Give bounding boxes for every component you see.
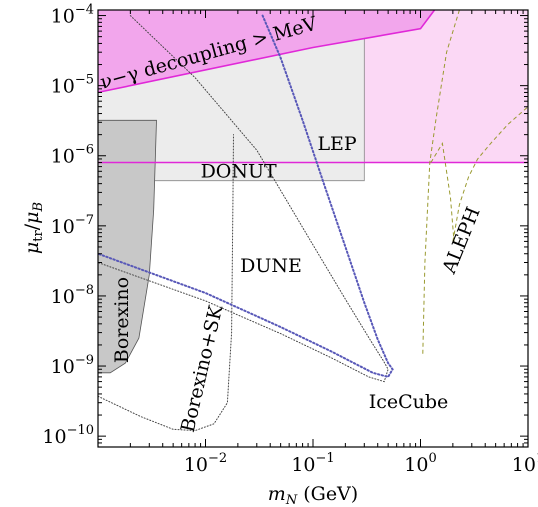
shaded-regions bbox=[98, 10, 528, 374]
region-decoupling bbox=[98, 10, 435, 93]
y-axis-label: μtr/μB bbox=[21, 202, 46, 254]
x-axis-label: mN (GeV) bbox=[268, 483, 358, 507]
limit-curves bbox=[98, 10, 528, 432]
curve-decoupling-boundary bbox=[98, 10, 436, 94]
axis-ticks: 10−2 10−1 100 101 10−10 10−9 10−8 10−7 10−6 10−5 1… bbox=[42, 3, 538, 476]
dune-label: DUNE bbox=[240, 255, 302, 277]
curve-borexino-sk bbox=[98, 134, 234, 432]
y-tick-label: 10−5 bbox=[51, 73, 94, 98]
donut-label: DONUT bbox=[201, 160, 277, 182]
lep-label: LEP bbox=[317, 133, 356, 155]
y-tick-label: 10−4 bbox=[51, 3, 94, 28]
x-tick-label: 101 bbox=[512, 451, 538, 476]
curve-icecube bbox=[98, 14, 394, 379]
borexino-label: Borexino bbox=[111, 277, 133, 363]
curve-aleph-1 bbox=[422, 10, 460, 354]
x-tick-label: 100 bbox=[404, 451, 436, 476]
y-tick-label: 10−8 bbox=[51, 283, 94, 308]
aleph-label: ALEPH bbox=[438, 204, 485, 278]
curve-aleph-3 bbox=[452, 106, 528, 242]
icecube-label: IceCube bbox=[369, 391, 449, 413]
curve-dune bbox=[98, 15, 389, 383]
region-borexino bbox=[98, 119, 157, 374]
x-tick-label: 10−2 bbox=[184, 451, 227, 476]
y-tick-label: 10−10 bbox=[42, 423, 94, 448]
y-tick-label: 10−6 bbox=[51, 143, 94, 168]
y-tick-label: 10−7 bbox=[51, 213, 94, 238]
y-tick-label: 10−9 bbox=[51, 353, 94, 378]
curve-aleph-2 bbox=[430, 141, 455, 242]
x-tick-label: 10−1 bbox=[291, 451, 334, 476]
